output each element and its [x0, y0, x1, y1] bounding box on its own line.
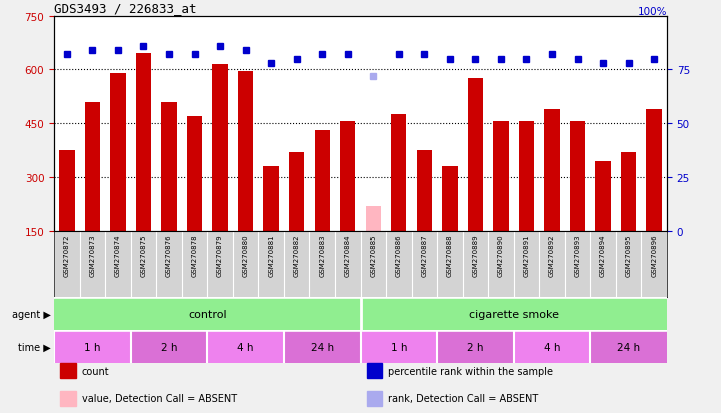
Bar: [136, 54, 151, 231]
Bar: [570, 122, 585, 231]
Bar: [493, 122, 508, 231]
Bar: [367, 363, 382, 378]
Text: value, Detection Call = ABSENT: value, Detection Call = ABSENT: [81, 393, 236, 403]
Text: GSM270894: GSM270894: [600, 234, 606, 276]
Bar: [54, 332, 131, 362]
Text: GSM270895: GSM270895: [626, 234, 632, 276]
Text: 100%: 100%: [637, 7, 667, 17]
Text: GSM270883: GSM270883: [319, 234, 325, 276]
Text: count: count: [81, 366, 110, 376]
Text: percentile rank within the sample: percentile rank within the sample: [388, 366, 553, 376]
Bar: [61, 363, 76, 378]
Bar: [519, 122, 534, 231]
Text: GSM270872: GSM270872: [64, 234, 70, 276]
Bar: [187, 117, 202, 231]
Bar: [59, 151, 74, 231]
Bar: [61, 391, 76, 406]
Bar: [314, 131, 329, 231]
Bar: [621, 152, 637, 231]
Text: 1 h: 1 h: [391, 342, 407, 352]
Text: 2 h: 2 h: [161, 342, 177, 352]
Text: GSM270890: GSM270890: [498, 234, 504, 276]
Text: GSM270876: GSM270876: [166, 234, 172, 276]
Text: cigarette smoke: cigarette smoke: [469, 309, 559, 319]
Text: GSM270888: GSM270888: [447, 234, 453, 276]
Text: 1 h: 1 h: [84, 342, 101, 352]
Bar: [360, 299, 667, 329]
Text: GSM270891: GSM270891: [523, 234, 529, 276]
Bar: [208, 332, 284, 362]
Bar: [85, 102, 100, 231]
Text: GDS3493 / 226833_at: GDS3493 / 226833_at: [54, 2, 197, 15]
Text: 4 h: 4 h: [237, 342, 254, 352]
Text: GSM270886: GSM270886: [396, 234, 402, 276]
Bar: [213, 65, 228, 231]
Text: GSM270878: GSM270878: [192, 234, 198, 276]
Text: GSM270892: GSM270892: [549, 234, 555, 276]
Bar: [110, 74, 125, 231]
Bar: [442, 167, 458, 231]
Text: 24 h: 24 h: [311, 342, 334, 352]
Text: GSM270896: GSM270896: [651, 234, 657, 276]
Bar: [367, 391, 382, 406]
Text: GSM270893: GSM270893: [575, 234, 580, 276]
Bar: [360, 332, 437, 362]
Bar: [289, 152, 304, 231]
Text: time ▶: time ▶: [18, 342, 50, 352]
Bar: [366, 206, 381, 231]
Text: 4 h: 4 h: [544, 342, 560, 352]
Bar: [437, 332, 513, 362]
Text: rank, Detection Call = ABSENT: rank, Detection Call = ABSENT: [388, 393, 539, 403]
Bar: [468, 79, 483, 231]
Bar: [596, 161, 611, 231]
Bar: [391, 115, 407, 231]
Bar: [544, 109, 559, 231]
Text: GSM270881: GSM270881: [268, 234, 274, 276]
Bar: [284, 332, 360, 362]
Bar: [340, 122, 355, 231]
Text: GSM270879: GSM270879: [217, 234, 223, 276]
Text: GSM270880: GSM270880: [242, 234, 249, 276]
Text: GSM270875: GSM270875: [141, 234, 146, 276]
Bar: [263, 167, 279, 231]
Bar: [238, 72, 253, 231]
Text: GSM270884: GSM270884: [345, 234, 350, 276]
Bar: [647, 109, 662, 231]
Bar: [131, 332, 208, 362]
Text: GSM270882: GSM270882: [293, 234, 300, 276]
Text: GSM270885: GSM270885: [371, 234, 376, 276]
Bar: [162, 102, 177, 231]
Bar: [54, 299, 360, 329]
Text: control: control: [188, 309, 226, 319]
Text: agent ▶: agent ▶: [12, 309, 50, 319]
Bar: [513, 332, 590, 362]
Text: 24 h: 24 h: [617, 342, 640, 352]
Text: GSM270887: GSM270887: [421, 234, 428, 276]
Text: GSM270873: GSM270873: [89, 234, 95, 276]
Bar: [417, 151, 432, 231]
Text: GSM270874: GSM270874: [115, 234, 121, 276]
Bar: [590, 332, 667, 362]
Text: GSM270889: GSM270889: [472, 234, 479, 276]
Text: 2 h: 2 h: [467, 342, 484, 352]
